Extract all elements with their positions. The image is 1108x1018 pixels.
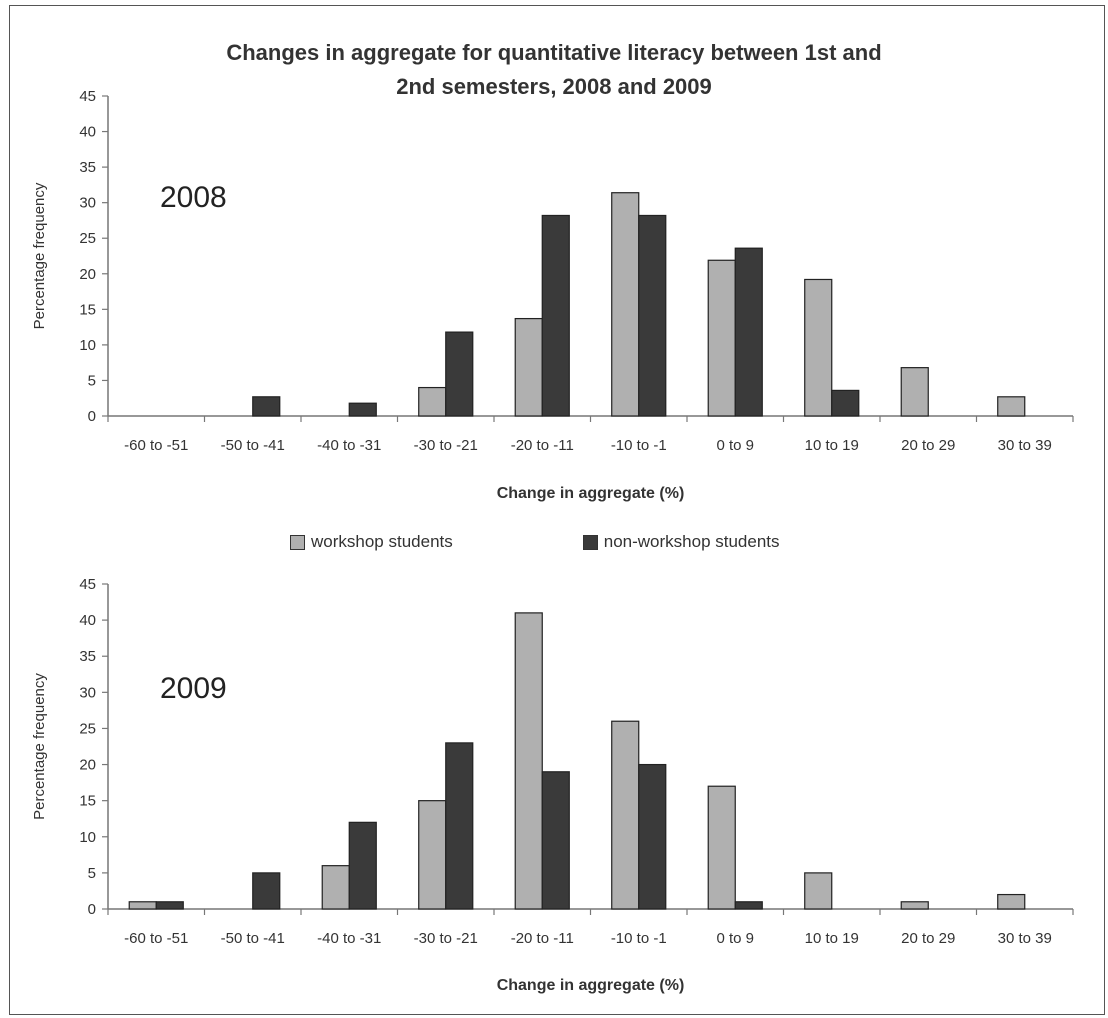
chart-0-y-tick-label: 5 <box>88 372 96 389</box>
chart-1-x-tick-label: 20 to 29 <box>901 930 955 947</box>
chart-1-x-tick-label: -40 to -31 <box>317 930 381 947</box>
chart-1-bar-non-workshop <box>734 901 763 910</box>
chart-0-bar-non-workshop <box>831 389 860 417</box>
chart-1-x-tick-label: -20 to -11 <box>511 930 574 947</box>
chart-title-line-1: Changes in aggregate for quantitative li… <box>226 40 882 65</box>
legend-item-non-workshop: non-workshop students <box>582 532 780 552</box>
chart-0-x-axis-label: Change in aggregate (%) <box>497 485 685 502</box>
chart-0-x-tick-label: 20 to 29 <box>901 437 955 454</box>
chart-1-y-axis-label: Percentage frequency <box>31 673 48 820</box>
chart-1-y-tick-label: 45 <box>79 576 96 593</box>
chart-0-x-tick-label: 30 to 39 <box>998 437 1052 454</box>
chart-0-y-axis-label: Percentage frequency <box>31 182 48 329</box>
legend: workshop students non-workshop students <box>290 532 910 552</box>
chart-0-x-tick-label: -20 to -11 <box>511 437 574 454</box>
chart-1-y-tick-label: 30 <box>79 684 96 701</box>
chart-1-bar-workshop <box>128 901 157 910</box>
chart-1-x-tick-label: -30 to -21 <box>414 930 478 947</box>
chart-title-line-2: 2nd semesters, 2008 and 2009 <box>396 74 712 99</box>
chart-1-y-tick-label: 10 <box>79 829 96 846</box>
legend-swatch-non-workshop <box>582 534 598 550</box>
chart-0-bar-workshop <box>514 317 543 417</box>
chart-1-y-tick-label: 25 <box>79 720 96 737</box>
chart-1-x-tick-label: -10 to -1 <box>611 930 667 947</box>
chart-1-x-axis-label: Change in aggregate (%) <box>497 977 685 994</box>
chart-0-y-tick-label: 20 <box>79 266 96 283</box>
chart-1-y-tick-label: 35 <box>79 648 96 665</box>
chart-0-bar-workshop <box>900 367 929 417</box>
chart-0-bar-workshop <box>611 192 640 417</box>
legend-label-non-workshop: non-workshop students <box>603 532 780 551</box>
chart-1-bar-workshop <box>707 785 736 910</box>
chart-1-bar-non-workshop <box>348 821 377 910</box>
chart-0-bar-workshop <box>997 396 1026 417</box>
chart-1-x-tick-label: 10 to 19 <box>805 930 859 947</box>
chart-1-bar-workshop <box>321 865 350 910</box>
chart-0-x-tick-label: -30 to -21 <box>414 437 478 454</box>
chart-1-y-tick-label: 0 <box>88 901 96 918</box>
chart-1-x-tick-label: -60 to -51 <box>124 930 188 947</box>
chart-0-x-tick-label: -10 to -1 <box>611 437 667 454</box>
chart-0-y-tick-label: 25 <box>79 230 96 247</box>
chart-1-bar-non-workshop <box>155 901 184 910</box>
chart-0-x-tick-label: 0 to 9 <box>716 437 754 454</box>
chart-0-bar-non-workshop <box>348 402 377 417</box>
chart-1-bar-non-workshop <box>252 872 281 910</box>
chart-0-bar-workshop <box>418 386 447 417</box>
chart-0-x-tick-label: -40 to -31 <box>317 437 381 454</box>
chart-1-y-tick-label: 20 <box>79 757 96 774</box>
chart-1-bar-workshop <box>611 720 640 910</box>
chart-1-bar-workshop <box>900 901 929 910</box>
chart-0-y-tick-label: 35 <box>79 159 96 176</box>
chart-0-bar-non-workshop <box>638 214 667 417</box>
chart-1-bar-non-workshop <box>541 771 570 910</box>
chart-0-x-tick-label: -60 to -51 <box>124 437 188 454</box>
legend-label-workshop: workshop students <box>311 532 453 551</box>
chart-title: Changes in aggregate for quantitative li… <box>0 36 1108 104</box>
chart-1-bar-workshop <box>514 612 543 910</box>
chart-1-year-annotation: 2009 <box>160 672 227 705</box>
chart-1-x-tick-label: -50 to -41 <box>221 930 285 947</box>
chart-0-y-tick-label: 0 <box>88 408 96 425</box>
chart-0-bar-non-workshop <box>445 331 474 417</box>
chart-1-bar-non-workshop <box>445 742 474 910</box>
chart-1-y-tick-label: 5 <box>88 865 96 882</box>
chart-0-y-tick-label: 15 <box>79 301 96 318</box>
chart-0-y-tick-label: 45 <box>79 88 96 105</box>
chart-1-bar-workshop <box>418 800 447 910</box>
chart-0-bar-workshop <box>804 278 833 417</box>
chart-1-bar-non-workshop <box>638 763 667 910</box>
chart-1-y-tick-label: 15 <box>79 793 96 810</box>
chart-0-y-tick-label: 30 <box>79 195 96 212</box>
chart-0-y-tick-label: 40 <box>79 124 96 141</box>
chart-0-x-tick-label: 10 to 19 <box>805 437 859 454</box>
chart-0-year-annotation: 2008 <box>160 181 227 214</box>
legend-swatch-workshop <box>290 534 305 550</box>
chart-1-y-tick-label: 40 <box>79 612 96 629</box>
chart-0-x-tick-label: -50 to -41 <box>221 437 285 454</box>
chart-1-x-tick-label: 30 to 39 <box>998 930 1052 947</box>
chart-1-bar-workshop <box>804 872 833 910</box>
chart-0-bar-non-workshop <box>541 214 570 417</box>
chart-1-x-tick-label: 0 to 9 <box>716 930 754 947</box>
chart-0-bar-workshop <box>707 259 736 417</box>
chart-1-bar-workshop <box>997 893 1026 910</box>
chart-0-y-tick-label: 10 <box>79 337 96 354</box>
legend-item-workshop: workshop students <box>290 532 453 552</box>
chart-0-bar-non-workshop <box>252 396 281 417</box>
chart-0-bar-non-workshop <box>734 247 763 417</box>
